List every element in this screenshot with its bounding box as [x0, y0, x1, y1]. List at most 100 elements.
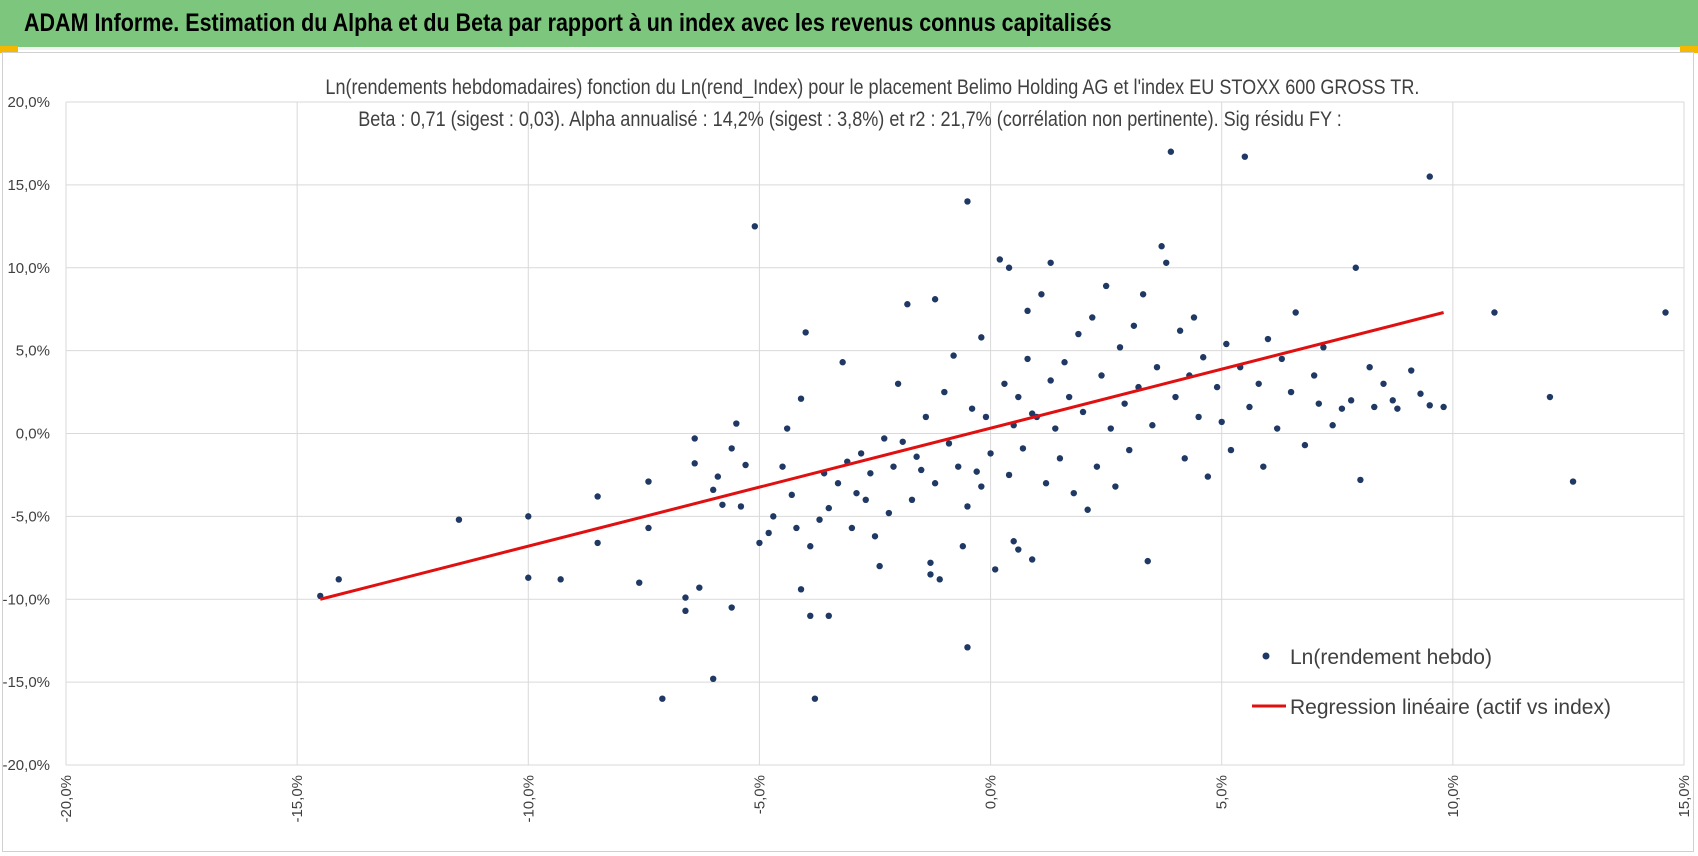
data-point	[797, 586, 805, 593]
data-point	[1075, 330, 1082, 338]
data-point	[1227, 446, 1235, 454]
data-point	[797, 395, 805, 402]
data-point	[682, 607, 689, 615]
data-point	[1038, 291, 1045, 298]
data-point	[1223, 340, 1230, 348]
data-point	[1019, 445, 1027, 452]
y-tick-label: 5,0%	[16, 343, 50, 360]
data-point	[862, 496, 869, 503]
data-point	[779, 463, 786, 470]
data-point	[1190, 314, 1198, 321]
data-point	[1144, 557, 1151, 565]
data-point	[770, 513, 777, 520]
data-point	[1015, 393, 1022, 401]
data-point	[1024, 307, 1031, 315]
data-point	[1149, 422, 1156, 429]
y-tick-label: -20,0%	[2, 757, 50, 774]
data-point	[959, 543, 967, 550]
data-point	[1195, 413, 1202, 421]
data-point	[719, 501, 726, 508]
data-point	[1028, 556, 1036, 563]
data-point	[807, 543, 814, 550]
data-point	[645, 478, 652, 485]
data-point	[783, 425, 791, 432]
data-point	[931, 296, 939, 303]
x-tick-label: -15,0%	[289, 775, 306, 823]
data-point	[839, 359, 846, 366]
data-point	[1329, 422, 1336, 429]
data-point	[1569, 478, 1577, 485]
data-point	[982, 413, 990, 421]
data-point	[1213, 383, 1221, 391]
data-point	[1310, 372, 1318, 379]
report-banner: ADAM Informe. Estimation du Alpha et du …	[0, 0, 1698, 50]
data-point	[1491, 309, 1498, 316]
data-point	[904, 301, 911, 308]
data-point	[1107, 425, 1114, 432]
y-tick-label: 10,0%	[7, 260, 50, 277]
data-point	[1163, 259, 1170, 266]
data-point	[881, 435, 888, 442]
data-point	[834, 480, 842, 487]
chart-title-block: Ln(rendements hebdomadaires) fonction du…	[240, 72, 1460, 136]
data-point	[728, 445, 735, 452]
data-point	[1028, 410, 1036, 417]
chart-subtitle: Beta : 0,71 (sigest : 0,03). Alpha annua…	[358, 108, 1342, 131]
data-point	[1176, 327, 1184, 334]
y-tick-label: 15,0%	[7, 177, 50, 194]
data-point	[918, 466, 925, 474]
x-tick-label: 5,0%	[1214, 775, 1231, 809]
data-point	[1273, 425, 1281, 432]
data-point	[682, 594, 689, 601]
data-point	[1301, 441, 1309, 449]
data-point	[1102, 282, 1110, 290]
data-point	[871, 533, 879, 540]
data-point	[525, 574, 532, 581]
data-point	[996, 256, 1004, 263]
data-point	[765, 529, 772, 537]
data-point	[1024, 355, 1031, 363]
data-point	[1260, 463, 1267, 470]
data-point	[1408, 367, 1415, 374]
data-point	[936, 576, 943, 583]
data-point	[968, 405, 976, 412]
data-point	[955, 463, 962, 470]
data-point	[714, 473, 722, 480]
data-point	[691, 435, 698, 442]
y-tick-label: 0,0%	[16, 426, 50, 443]
data-point	[816, 516, 823, 523]
data-point	[756, 539, 763, 547]
data-point	[636, 579, 643, 586]
data-point	[1052, 425, 1059, 432]
data-point	[1338, 405, 1346, 412]
data-point	[1426, 173, 1433, 180]
data-point	[751, 223, 759, 230]
data-point	[1001, 380, 1008, 387]
data-point	[1015, 546, 1022, 553]
data-point	[793, 524, 800, 532]
data-point	[964, 644, 971, 651]
data-point	[927, 571, 934, 578]
data-point	[825, 504, 832, 512]
data-point	[1070, 489, 1077, 497]
data-point	[1320, 344, 1327, 351]
legend-label-scatter: Ln(rendement hebdo)	[1290, 646, 1492, 669]
data-point	[525, 513, 532, 520]
data-point	[890, 463, 897, 470]
data-point	[973, 468, 980, 475]
data-point	[335, 576, 342, 583]
data-point	[1172, 393, 1179, 401]
data-point	[1153, 364, 1161, 371]
chart-title: Ln(rendements hebdomadaires) fonction du…	[325, 76, 1420, 99]
data-point	[1079, 408, 1087, 416]
data-point	[696, 584, 703, 591]
data-point	[1315, 400, 1322, 407]
data-point	[1056, 455, 1064, 462]
data-point	[885, 509, 893, 517]
data-point	[811, 695, 819, 702]
data-point	[1126, 446, 1133, 454]
data-point	[691, 460, 698, 467]
data-point	[1255, 380, 1262, 387]
data-point	[1380, 380, 1387, 387]
data-point	[1167, 148, 1175, 155]
